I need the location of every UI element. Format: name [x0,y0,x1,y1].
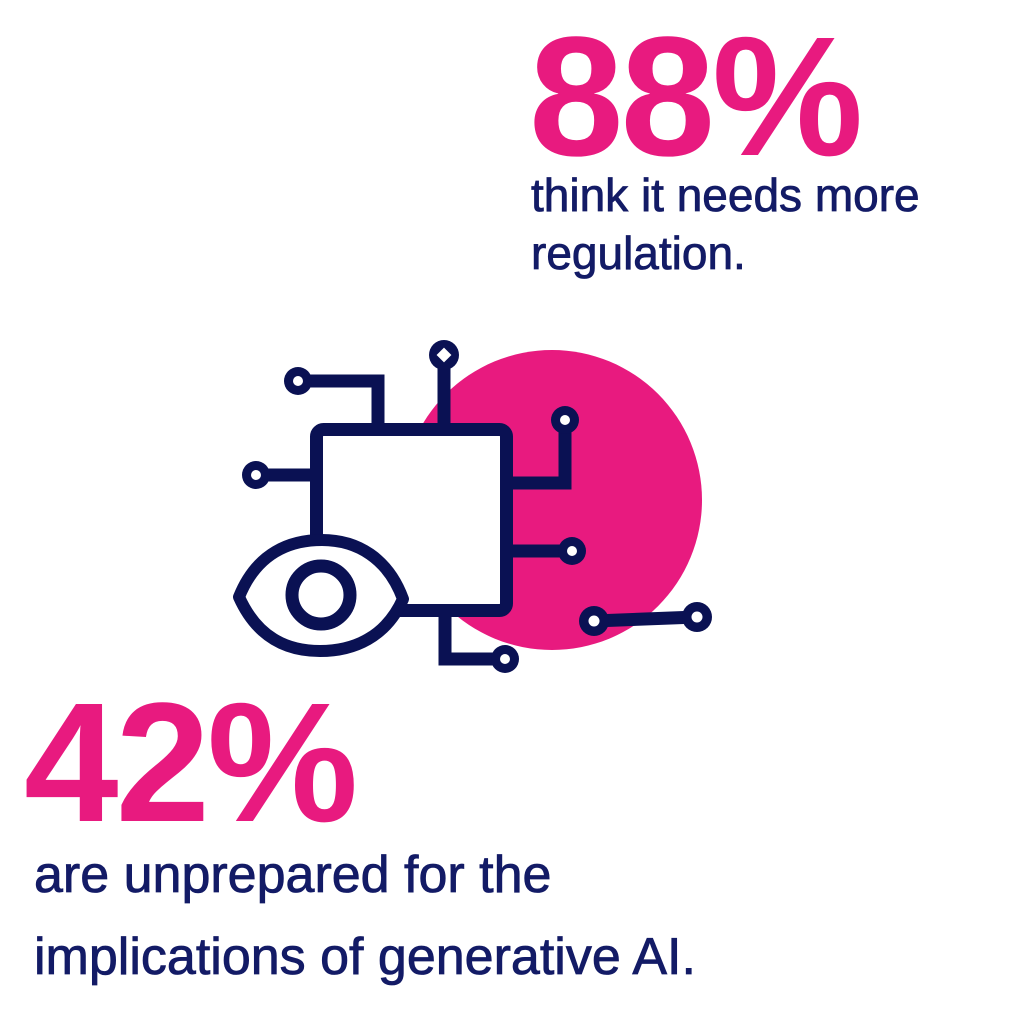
circuit-trace-bottom [438,606,502,666]
circuit-node-bottom-right-left [579,606,609,636]
circuit-trace-bottom-right [593,610,698,628]
stat-unprepared-value: 42% [24,668,358,858]
stat-regulation-desc-line2: regulation. [531,227,747,280]
eye-iris [285,559,357,631]
stat-regulation-description: think it needs more regulation. [531,166,920,282]
stat-regulation-desc-line1: think it needs more [531,169,920,222]
stat-unprepared-description: are unprepared for the implications of g… [34,834,697,998]
circuit-node-right-middle [558,537,586,565]
stat-unprepared-desc-line1: are unprepared for the [34,846,552,905]
circuit-trace-top-left [298,374,385,432]
circuit-node-left [242,461,270,489]
circuit-node-top-left [284,367,312,395]
stat-regulation-value: 88% [529,2,863,192]
circuit-node-top-diamond [429,340,459,370]
stat-unprepared-desc-line2: implications of generative AI. [34,928,697,987]
circuit-node-bottom [491,645,519,673]
circuit-node-bottom-right-right [682,602,712,632]
circuit-trace-right-top [508,424,572,490]
circuit-node-right-top [551,406,579,434]
